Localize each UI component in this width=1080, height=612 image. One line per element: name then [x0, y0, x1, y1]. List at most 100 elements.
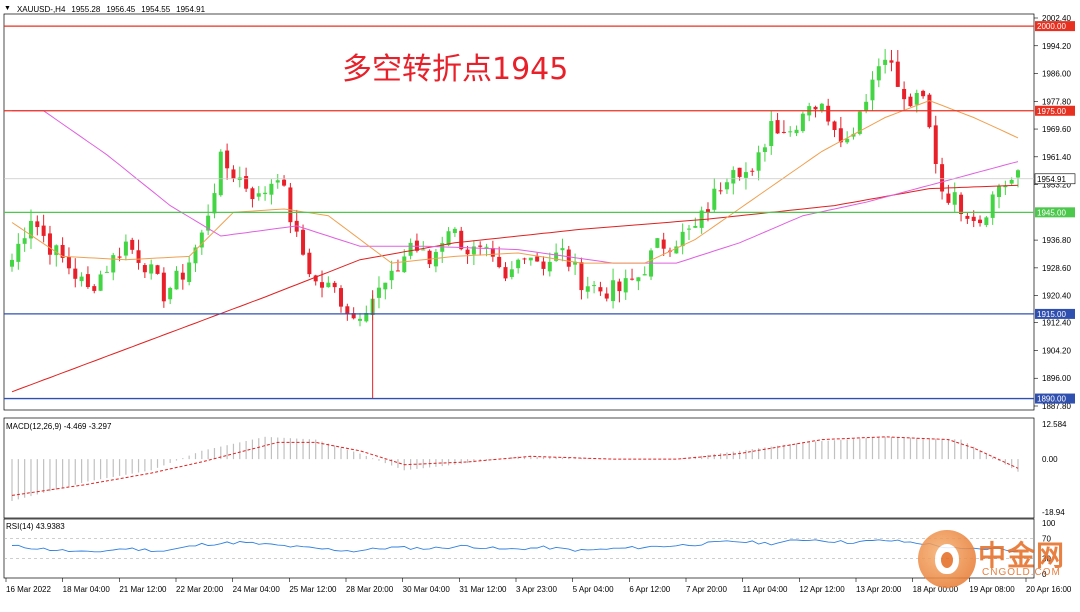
bear-candle	[288, 187, 293, 223]
time-label: 22 Mar 20:00	[176, 585, 224, 594]
bull-candle	[383, 282, 388, 290]
bear-candle	[978, 219, 983, 224]
bear-candle	[781, 131, 786, 133]
bull-candle	[857, 111, 862, 134]
bull-candle	[743, 172, 748, 178]
bear-candle	[832, 121, 837, 130]
bear-candle	[503, 267, 508, 279]
time-label: 31 Mar 12:00	[459, 585, 507, 594]
bull-candle	[554, 252, 559, 261]
bear-candle	[737, 167, 742, 177]
bull-candle	[516, 259, 521, 269]
bear-candle	[959, 194, 964, 215]
bear-candle	[320, 282, 325, 288]
rsi-tick-label: 100	[1042, 519, 1056, 528]
bear-candle	[66, 256, 71, 269]
bull-candle	[573, 261, 578, 265]
bull-candle	[174, 270, 179, 290]
bull-candle	[870, 79, 875, 101]
bull-candle	[111, 255, 116, 273]
time-label: 25 Mar 12:00	[289, 585, 337, 594]
bear-candle	[541, 261, 546, 269]
bull-candle	[193, 247, 198, 264]
bull-candle	[680, 231, 685, 247]
bear-candle	[965, 215, 970, 219]
time-label: 18 Apr 00:00	[913, 585, 959, 594]
bull-candle	[1003, 185, 1008, 188]
bear-candle	[940, 164, 945, 192]
macd-title: MACD(12,26,9) -4.469 -3.297	[6, 422, 112, 431]
bull-candle	[104, 271, 109, 273]
bull-candle	[693, 226, 698, 228]
bear-candle	[155, 265, 160, 274]
bull-candle	[712, 188, 717, 210]
bear-candle	[497, 256, 502, 268]
bull-candle	[686, 228, 691, 230]
bull-candle	[256, 193, 261, 197]
bull-candle	[218, 151, 223, 196]
bull-candle	[168, 287, 173, 300]
rsi-tick-label: 70	[1042, 534, 1051, 543]
bull-candle	[585, 286, 590, 292]
time-label: 18 Mar 04:00	[63, 585, 111, 594]
bull-candle	[655, 238, 660, 248]
price-tick-label: 1936.80	[1042, 236, 1071, 245]
bull-candle	[187, 262, 192, 282]
bear-candle	[490, 248, 495, 257]
bull-candle	[79, 276, 84, 282]
time-label: 24 Mar 04:00	[233, 585, 281, 594]
price-tick-label: 2002.40	[1042, 14, 1071, 23]
bull-candle	[762, 147, 767, 153]
bull-candle	[212, 193, 217, 214]
bull-candle	[206, 215, 211, 231]
bear-candle	[231, 169, 236, 179]
macd-histogram	[11, 436, 1019, 502]
bear-candle	[85, 274, 90, 288]
bull-candle	[433, 251, 438, 267]
time-label: 11 Apr 04:00	[743, 585, 788, 594]
rsi-panel-frame	[3, 518, 1035, 579]
bull-candle	[54, 245, 59, 256]
price-tick-label: 1977.80	[1042, 97, 1071, 106]
bear-candle	[813, 106, 818, 110]
level-tag-1890.00	[1035, 393, 1075, 404]
bear-candle	[345, 306, 350, 314]
bear-candle	[180, 272, 185, 280]
level-label: 1915.00	[1037, 310, 1066, 319]
bull-candle	[16, 243, 21, 262]
watermark-domain: CNGOLD.COM	[982, 567, 1061, 578]
bull-candle	[357, 318, 362, 321]
bull-candle	[421, 249, 426, 251]
time-label: 6 Apr 12:00	[629, 585, 670, 594]
price-tick-label: 1920.40	[1042, 292, 1071, 301]
macd-tick-label: 0.00	[1042, 455, 1058, 464]
bear-candle	[395, 270, 400, 272]
bull-candle	[123, 241, 128, 256]
bear-candle	[161, 272, 166, 302]
time-label: 16 Mar 2022	[6, 585, 51, 594]
bear-candle	[332, 282, 337, 288]
bear-candle	[579, 262, 584, 291]
bull-candle	[756, 152, 761, 171]
bull-candle	[269, 183, 274, 195]
bull-candle	[364, 312, 369, 322]
bull-candle	[402, 256, 407, 273]
level-tag-1945.00	[1035, 207, 1075, 218]
bull-candle	[263, 192, 268, 195]
bear-candle	[465, 249, 470, 255]
price-tick-label: 1953.20	[1042, 181, 1071, 190]
bear-candle	[459, 230, 464, 250]
bull-candle	[623, 278, 628, 293]
bull-candle	[376, 287, 381, 298]
bull-candle	[560, 248, 565, 251]
bull-candle	[22, 238, 27, 244]
macd-tick-label: 12.584	[1042, 420, 1067, 429]
moving-average-ma_fast	[11, 100, 1019, 264]
bull-candle	[845, 138, 850, 143]
symbol-label: XAUUSD-,H4	[16, 5, 66, 14]
bull-candle	[794, 129, 799, 134]
dropdown-arrow-icon[interactable]: ▼	[4, 5, 11, 12]
macd-panel-frame	[3, 417, 1035, 519]
bear-candle	[971, 216, 976, 221]
